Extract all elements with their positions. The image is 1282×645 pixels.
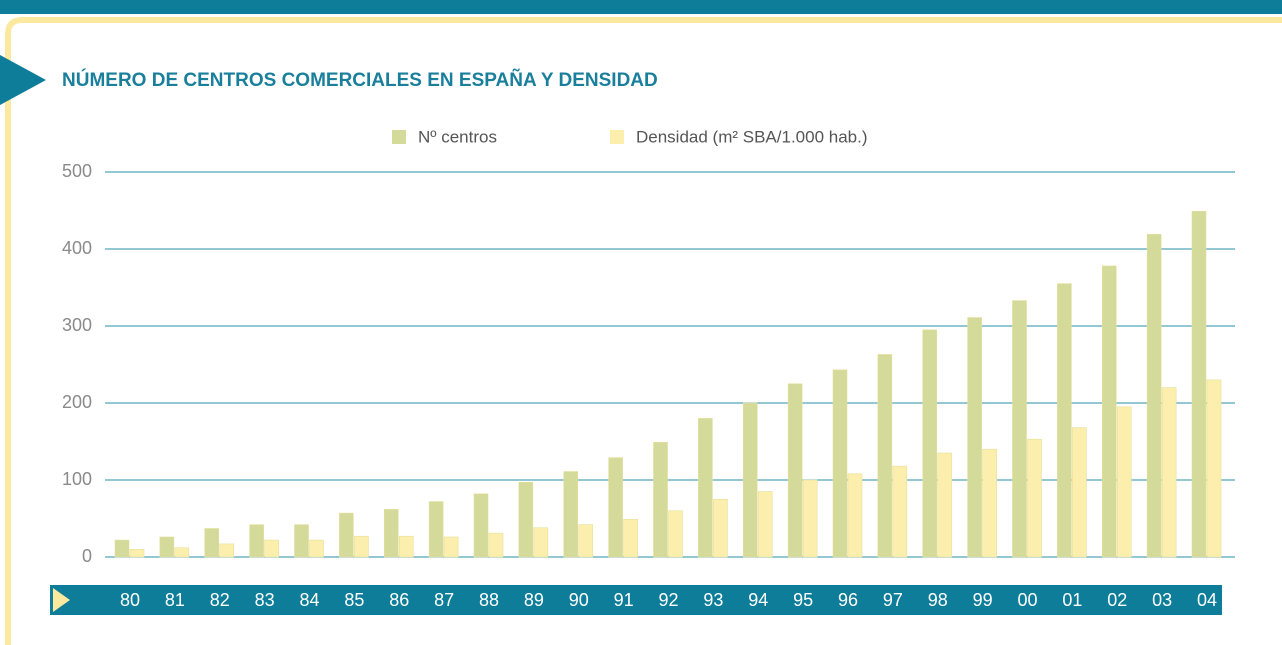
bar [488,532,504,558]
bar [174,547,190,558]
x-tick-label: 01 [1062,590,1082,610]
x-tick-label: 88 [479,590,499,610]
bar [533,527,549,558]
bar [114,539,130,558]
frame [5,17,1282,645]
y-tick-label: 300 [62,315,92,335]
bar [1101,265,1117,558]
bar [518,482,534,558]
y-tick-label: 500 [62,161,92,181]
bar [757,491,773,558]
x-tick-label: 93 [703,590,723,610]
bar [892,465,908,558]
bar [1146,234,1162,558]
x-tick-label: 81 [165,590,185,610]
bar [802,479,818,558]
x-tick-label: 98 [928,590,948,610]
bar [922,329,938,558]
x-tick-label: 89 [524,590,544,610]
bar [1012,300,1027,558]
bar [787,383,803,558]
bar [354,535,369,558]
y-tick-label: 400 [62,238,92,258]
legend-swatch [392,130,406,144]
y-tick-label: 0 [82,546,92,566]
bar [1057,283,1072,558]
top-band [0,0,1282,14]
x-tick-label: 03 [1152,590,1172,610]
bar [428,501,444,558]
x-tick-label: 96 [838,590,858,610]
x-tick-label: 02 [1107,590,1127,610]
bar [982,448,997,558]
bar [578,524,594,558]
bar [398,535,414,558]
bar [473,493,489,558]
x-tick-label: 83 [255,590,275,610]
bar [1027,438,1042,558]
bar [204,528,220,558]
bar [847,473,863,558]
bar [249,524,264,558]
bar [219,543,235,558]
bar [877,354,893,558]
x-tick-label: 92 [658,590,678,610]
bar [1072,427,1087,558]
x-tick-label: 00 [1017,590,1037,610]
bar [264,539,279,558]
bar [653,441,668,558]
y-tick-label: 100 [62,469,92,489]
bar [713,498,728,558]
bar [967,317,982,558]
bar [832,369,848,558]
bar [383,508,399,558]
bar [294,524,309,558]
x-tick-label: 95 [793,590,813,610]
axis-marker [53,588,70,612]
bar [309,539,324,558]
chart-title: NÚMERO DE CENTROS COMERCIALES EN ESPAÑA … [62,69,658,91]
bar [159,536,175,558]
bar [698,418,713,558]
legend-label: Nº centros [418,127,497,146]
bar [129,548,145,558]
x-tick-label: 84 [299,590,319,610]
bar [668,510,683,558]
legend-swatch [610,130,624,144]
x-tick-label: 99 [973,590,993,610]
bar [742,402,758,558]
x-tick-label: 97 [883,590,903,610]
bar [623,518,638,558]
x-tick-label: 86 [389,590,409,610]
bar [1191,210,1207,558]
legend-label: Densidad (m² SBA/1.000 hab.) [636,127,868,146]
title-marker [0,55,46,105]
x-tick-label: 90 [569,590,589,610]
x-tick-label: 80 [120,590,140,610]
x-tick-label: 87 [434,590,454,610]
bar [608,457,623,558]
bar [339,512,354,558]
x-tick-label: 04 [1197,590,1217,610]
bar [563,471,579,558]
bar [1116,406,1132,558]
x-tick-label: 94 [748,590,768,610]
x-axis-band [50,585,1222,615]
x-tick-label: 91 [614,590,634,610]
bar [1206,379,1222,558]
bar [937,452,953,558]
x-tick-label: 85 [344,590,364,610]
bar [443,536,459,558]
y-tick-label: 200 [62,392,92,412]
bar [1161,387,1177,558]
x-tick-label: 82 [210,590,230,610]
